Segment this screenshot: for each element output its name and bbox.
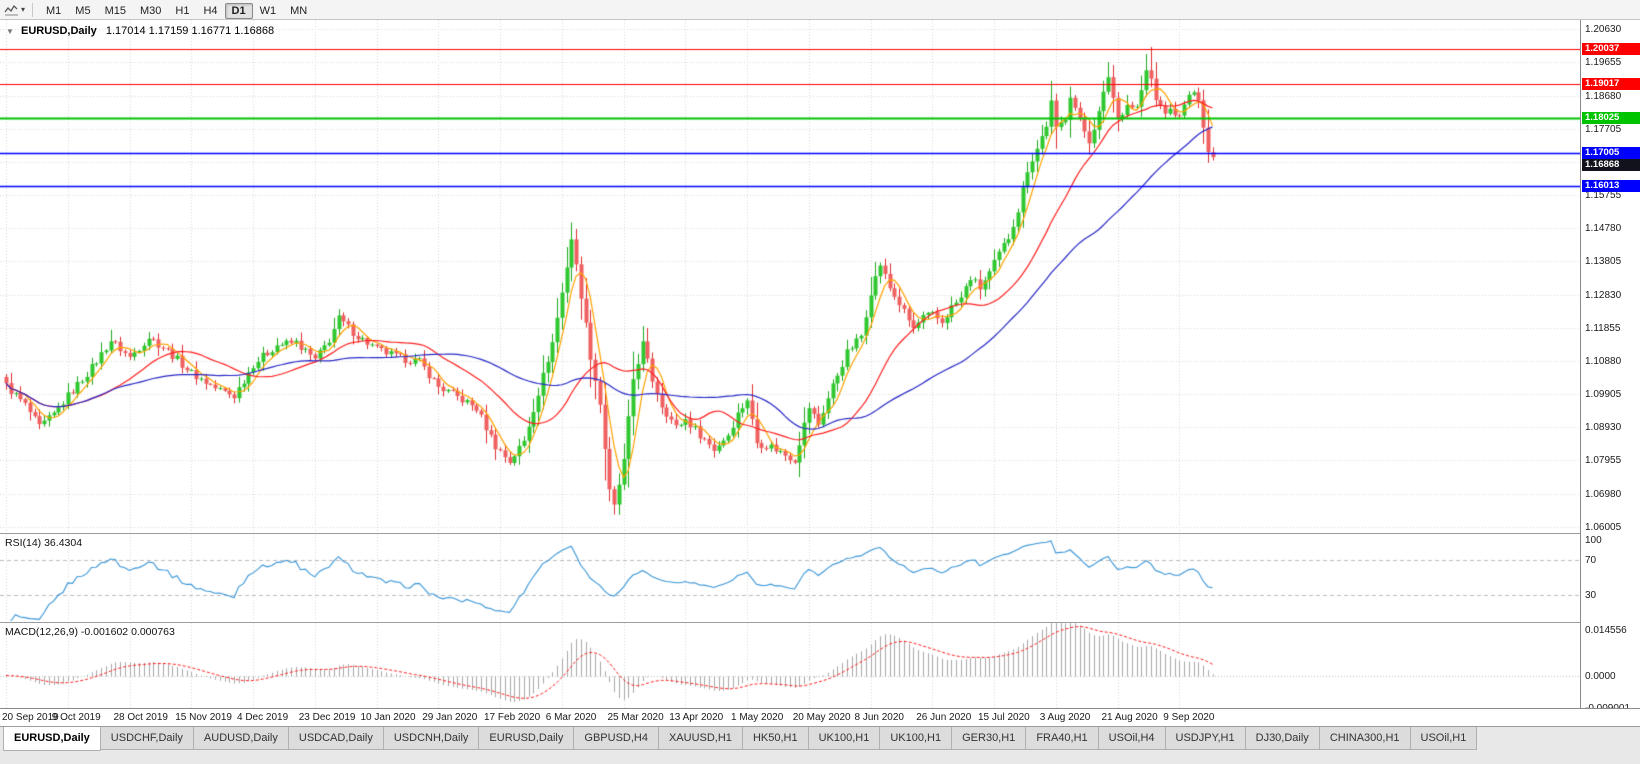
timeframe-buttons: M1 M5 M15 M30 H1 H4 D1 W1 MN [39, 1, 314, 19]
chart-tab-12[interactable]: FRA40,H1 [1025, 727, 1099, 750]
price-line-tag-1.19017: 1.19017 [1582, 78, 1640, 91]
chart-tab-2[interactable]: AUDUSD,Daily [192, 727, 289, 750]
price-axis-label: 1.11855 [1585, 322, 1621, 334]
price-axis-label: 1.07955 [1585, 455, 1622, 467]
price-line-tag-1.20037: 1.20037 [1582, 43, 1640, 56]
chart-tab-1[interactable]: USDCHF,Daily [99, 727, 194, 750]
chart-tabbar: EURUSD,Daily USDCHF,Daily AUDUSD,Daily USDC… [0, 726, 1640, 764]
chart-tab-10[interactable]: UK100,H1 [879, 727, 953, 750]
date-label: 1 May 2020 [731, 712, 784, 723]
chart-tab-13[interactable]: USOil,H4 [1097, 727, 1166, 750]
date-label: 25 Mar 2020 [607, 712, 664, 723]
date-label: 15 Nov 2019 [175, 712, 232, 723]
time-axis: 20 Sep 2019 9 Oct 2019 28 Oct 2019 15 Nov 2… [0, 708, 1640, 726]
timeframe-button-h1[interactable]: H1 [175, 4, 190, 17]
price-axis-label: 1.13805 [1585, 256, 1622, 268]
panel-divider-macd[interactable] [0, 622, 1640, 623]
rsi-indicator-label: RSI(14) 36.4304 [5, 537, 83, 549]
price-axis-label: 1.14780 [1585, 223, 1622, 235]
price-axis-label: 1.10880 [1585, 355, 1622, 367]
date-label: 20 Sep 2019 [2, 712, 59, 723]
macd-axis-label: 0.014556 [1585, 625, 1627, 636]
chart-tab-17[interactable]: USOil,H1 [1409, 727, 1478, 750]
price-axis-label: 1.17705 [1585, 123, 1622, 135]
chart-tab-16[interactable]: CHINA300,H1 [1318, 727, 1411, 750]
timeframe-button-w1[interactable]: W1 [259, 4, 277, 17]
date-label: 21 Aug 2020 [1101, 712, 1158, 723]
date-label: 4 Dec 2019 [237, 712, 289, 723]
price-line-tag-1.17005: 1.17005 [1582, 146, 1640, 159]
price-axis-label: 1.06980 [1585, 488, 1622, 500]
timeframe-button-m15[interactable]: M15 [104, 4, 126, 17]
date-label: 20 May 2020 [792, 712, 851, 723]
chart-tab-4[interactable]: USDCNH,Daily [382, 727, 480, 750]
macd-axis-label: 0.0000 [1585, 670, 1616, 682]
panel-divider-rsi[interactable] [0, 533, 1640, 534]
rsi-axis-label: 70 [1585, 555, 1597, 567]
price-axis-label: 1.08930 [1585, 422, 1622, 434]
timeframe-button-m5[interactable]: M5 [75, 4, 91, 17]
price-line-tag-1.18025: 1.18025 [1582, 111, 1640, 124]
chart-tab-8[interactable]: HK50,H1 [741, 727, 809, 750]
chart-tab-9[interactable]: UK100,H1 [807, 727, 881, 750]
timeframe-button-d1[interactable]: D1 [224, 2, 253, 19]
timeframe-button-m30[interactable]: M30 [139, 4, 162, 17]
toolbar-separator [32, 2, 34, 17]
chart-tab-6[interactable]: GBPUSD,H4 [573, 727, 659, 750]
current-price-tag: 1.16868 [1582, 158, 1640, 171]
price-axis-label: 1.15755 [1585, 190, 1622, 202]
chart-ohlc-values: 1.17014 1.17159 1.16771 1.16868 [105, 25, 275, 37]
rsi-axis-label: 100 [1585, 535, 1602, 546]
chart-tab-7[interactable]: XAUUSD,H1 [657, 727, 743, 750]
tool-dropdown-caret-icon[interactable]: ▾ [21, 5, 26, 14]
date-label: 28 Oct 2019 [113, 712, 168, 723]
date-label: 15 Jul 2020 [978, 712, 1030, 723]
date-label: 13 Apr 2020 [669, 712, 724, 723]
date-label: 17 Feb 2020 [484, 712, 541, 723]
rsi-axis-label: 30 [1585, 589, 1597, 601]
chart-tab-11[interactable]: GER30,H1 [951, 727, 1027, 750]
timeframe-button-m1[interactable]: M1 [46, 4, 62, 17]
date-label: 3 Aug 2020 [1039, 712, 1091, 723]
price-axis-label: 1.19655 [1585, 57, 1622, 69]
date-label: 8 Jun 2020 [854, 712, 905, 723]
price-axis-label: 1.09905 [1585, 389, 1622, 401]
chart-tab-15[interactable]: DJ30,Daily [1244, 727, 1320, 750]
date-label: 29 Jan 2020 [422, 712, 478, 723]
chart-title: ▼ EURUSD,Daily 1.17014 1.17159 1.16771 1… [6, 25, 274, 37]
macd-indicator-label: MACD(12,26,9) -0.001602 0.000763 [5, 626, 175, 638]
chart-tab-0[interactable]: EURUSD,Daily [3, 727, 101, 751]
date-label: 23 Dec 2019 [298, 712, 356, 723]
chart-stage: ▼ EURUSD,Daily 1.17014 1.17159 1.16771 1… [0, 20, 1640, 726]
chart-tab-5[interactable]: EURUSD,Daily [478, 727, 575, 750]
timeframe-toolbar: ▾ M1 M5 M15 M30 H1 H4 D1 W1 MN [0, 0, 1640, 20]
chart-tab-14[interactable]: USDJPY,H1 [1164, 727, 1246, 750]
price-axis-label: 1.18680 [1585, 90, 1622, 102]
price-chart-canvas[interactable] [0, 20, 1580, 708]
price-axis-label: 1.12830 [1585, 289, 1622, 301]
date-label: 9 Sep 2020 [1163, 712, 1215, 723]
price-axis: 1.206301.196551.186801.177051.167301.157… [1580, 20, 1640, 714]
date-label: 26 Jun 2020 [916, 712, 972, 723]
price-axis-label: 1.06005 [1585, 521, 1622, 533]
timeframe-button-h4[interactable]: H4 [203, 4, 218, 17]
date-label: 9 Oct 2019 [51, 712, 101, 723]
price-line-tag-1.16013: 1.16013 [1582, 180, 1640, 193]
chart-symbol-label: EURUSD,Daily [20, 25, 97, 37]
chart-tab-3[interactable]: USDCAD,Daily [287, 727, 384, 750]
timeframe-button-mn[interactable]: MN [290, 4, 308, 17]
date-label: 10 Jan 2020 [360, 712, 416, 723]
price-axis-label: 1.20630 [1585, 24, 1622, 36]
chart-cursor-icon[interactable] [4, 3, 19, 16]
collapse-icon[interactable]: ▼ [6, 27, 14, 36]
date-label: 6 Mar 2020 [545, 712, 597, 723]
